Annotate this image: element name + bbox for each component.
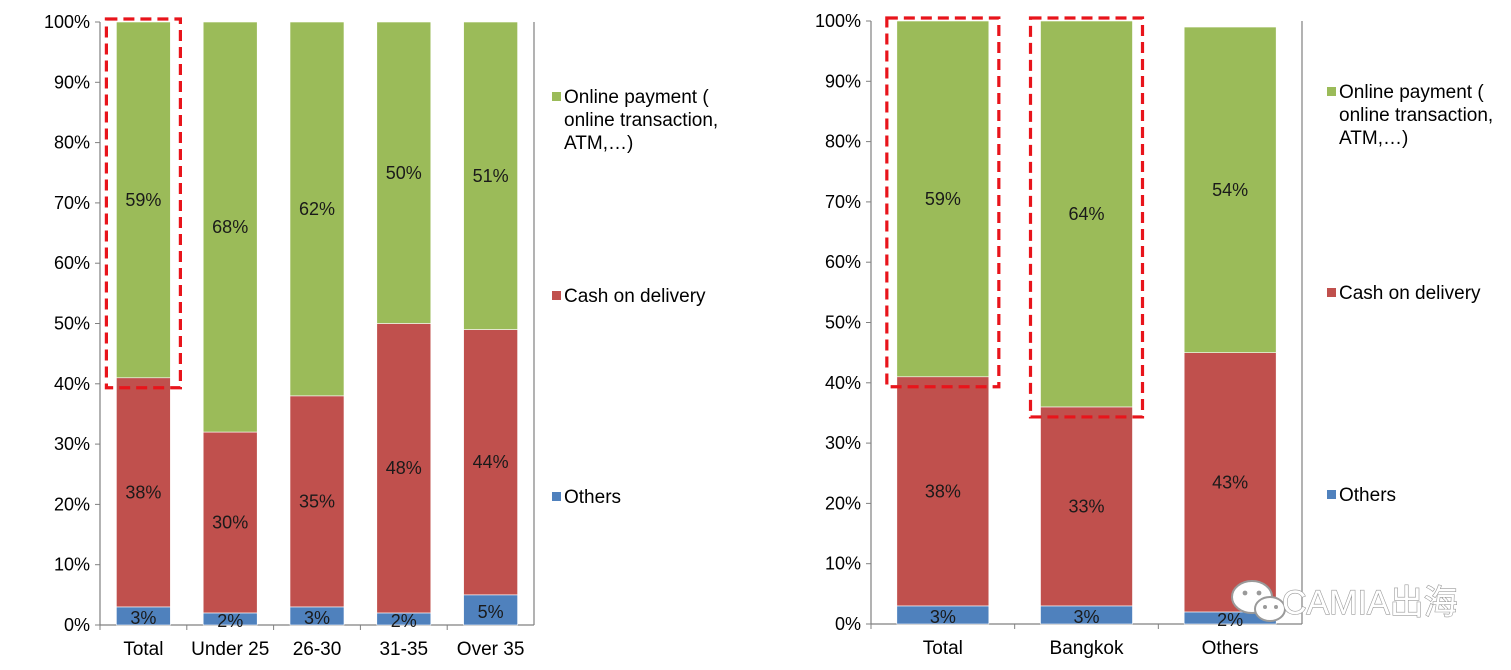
y-tick-label-100: 100% [815, 11, 861, 31]
legend-label-online-payment-line-1: online transaction, [564, 110, 718, 131]
bar-cash-on-delivery-total [896, 376, 990, 607]
x-tick-label-31-35: 31-35 [379, 639, 428, 660]
data-label-others-total: 3% [930, 607, 956, 627]
y-tick-label-60: 60% [825, 252, 861, 272]
bar-online-payment-under-25 [202, 21, 258, 433]
y-tick-label-80: 80% [825, 132, 861, 152]
chart-by-region: 0% 10% 20% 30% 40% 50% 60% 70% 80% 90% 100% 3% 38% 59… [815, 11, 1493, 659]
data-label-cash-on-delivery-bangkok: 33% [1068, 496, 1104, 516]
data-label-others-total: 3% [130, 608, 156, 628]
y-tick-label-40: 40% [825, 373, 861, 393]
legend-label-online-payment-line-0: Online payment ( [564, 87, 709, 108]
y-tick-label-90: 90% [825, 71, 861, 91]
legend-swatch-online-payment [1327, 87, 1336, 96]
y-tick-label-60: 60% [54, 253, 90, 273]
bar-others-over-35 [463, 594, 518, 626]
data-label-others-over-35: 5% [478, 602, 504, 622]
data-label-online-payment-under-25: 68% [212, 217, 248, 237]
legend-swatch-cash-on-delivery [552, 291, 561, 300]
legend-label-online-payment-line-0: Online payment ( [1339, 82, 1484, 103]
x-tick-label-26-30: 26-30 [293, 639, 342, 660]
data-label-cash-on-delivery-31-35: 48% [386, 458, 422, 478]
legend-label-online-payment-line-2: ATM,…) [564, 133, 633, 154]
legend-label-cash-on-delivery-line-0: Cash on delivery [564, 286, 706, 307]
x-tick-label-over-35: Over 35 [457, 639, 525, 660]
highlight-box-total [885, 16, 1001, 389]
y-tick-label-0: 0% [835, 614, 861, 634]
bar-online-payment-total [116, 21, 171, 379]
watermark-text: CAMIA出海 [1282, 584, 1458, 622]
data-label-cash-on-delivery-total: 38% [125, 482, 161, 502]
y-tick-label-50: 50% [825, 313, 861, 333]
legend-label-cash-on-delivery-line-0: Cash on delivery [1339, 283, 1481, 304]
bar-online-payment-others [1183, 26, 1277, 353]
bar-cash-on-delivery-31-35 [376, 323, 432, 614]
data-label-online-payment-31-35: 50% [386, 163, 422, 183]
data-label-others-others: 2% [1217, 610, 1243, 630]
data-label-others-31-35: 2% [391, 611, 417, 631]
y-tick-label-30: 30% [54, 434, 90, 454]
y-tick-label-70: 70% [54, 193, 90, 213]
bar-cash-on-delivery-total [116, 377, 171, 608]
y-tick-label-10: 10% [54, 555, 90, 575]
bar-online-payment-total [896, 20, 990, 378]
x-tick-label-total: Total [923, 638, 963, 659]
y-tick-label-0: 0% [64, 615, 90, 635]
y-tick-label-20: 20% [825, 493, 861, 513]
y-tick-label-90: 90% [54, 72, 90, 92]
data-label-cash-on-delivery-over-35: 44% [473, 452, 509, 472]
wechat-logo-icon [1231, 580, 1286, 622]
data-label-online-payment-total: 59% [925, 189, 961, 209]
highlight-box-bangkok [1028, 16, 1145, 419]
bar-cash-on-delivery-under-25 [202, 431, 258, 614]
data-label-others-bangkok: 3% [1073, 607, 1099, 627]
x-tick-label-under-25: Under 25 [191, 639, 269, 660]
x-tick-label-bangkok: Bangkok [1050, 638, 1124, 659]
y-tick-label-100: 100% [44, 12, 90, 32]
legend-swatch-others [552, 492, 561, 501]
legend-swatch-others [1327, 490, 1336, 499]
y-tick-label-70: 70% [825, 192, 861, 212]
bar-online-payment-bangkok [1040, 20, 1133, 408]
bar-online-payment-26-30 [289, 21, 345, 397]
legend-swatch-online-payment [552, 92, 561, 101]
watermark: CAMIA出海 [1231, 580, 1458, 623]
chart-by-age: 0% 10% 20% 30% 40% 50% 60% 70% 80% 90% 100% 3% 38% 59… [44, 12, 718, 660]
x-tick-label-others: Others [1202, 638, 1259, 659]
data-label-online-payment-26-30: 62% [299, 199, 335, 219]
y-tick-label-50: 50% [54, 314, 90, 334]
bar-cash-on-delivery-others [1183, 352, 1277, 613]
data-label-online-payment-over-35: 51% [473, 166, 509, 186]
bar-cash-on-delivery-26-30 [289, 395, 345, 608]
highlight-box-total [104, 17, 183, 390]
bar-online-payment-over-35 [463, 21, 518, 330]
legend-label-others-line-0: Others [1339, 485, 1396, 506]
data-label-others-under-25: 2% [217, 611, 243, 631]
legend-label-online-payment-line-1: online transaction, [1339, 105, 1493, 126]
data-label-others-26-30: 3% [304, 608, 330, 628]
data-label-online-payment-others: 54% [1212, 180, 1248, 200]
y-tick-label-80: 80% [54, 133, 90, 153]
data-label-cash-on-delivery-total: 38% [925, 481, 961, 501]
data-label-cash-on-delivery-under-25: 30% [212, 512, 248, 532]
data-label-online-payment-bangkok: 64% [1068, 204, 1104, 224]
x-tick-label-total: Total [123, 639, 163, 660]
bar-online-payment-31-35 [376, 21, 432, 324]
y-tick-label-30: 30% [825, 433, 861, 453]
y-tick-label-10: 10% [825, 554, 861, 574]
bar-cash-on-delivery-bangkok [1040, 406, 1133, 607]
data-label-cash-on-delivery-others: 43% [1212, 472, 1248, 492]
data-label-online-payment-total: 59% [125, 190, 161, 210]
legend-swatch-cash-on-delivery [1327, 288, 1336, 297]
bar-cash-on-delivery-over-35 [463, 329, 518, 596]
y-tick-label-40: 40% [54, 374, 90, 394]
legend-label-others-line-0: Others [564, 487, 621, 508]
legend-label-online-payment-line-2: ATM,…) [1339, 128, 1408, 149]
y-tick-label-20: 20% [54, 494, 90, 514]
data-label-cash-on-delivery-26-30: 35% [299, 491, 335, 511]
